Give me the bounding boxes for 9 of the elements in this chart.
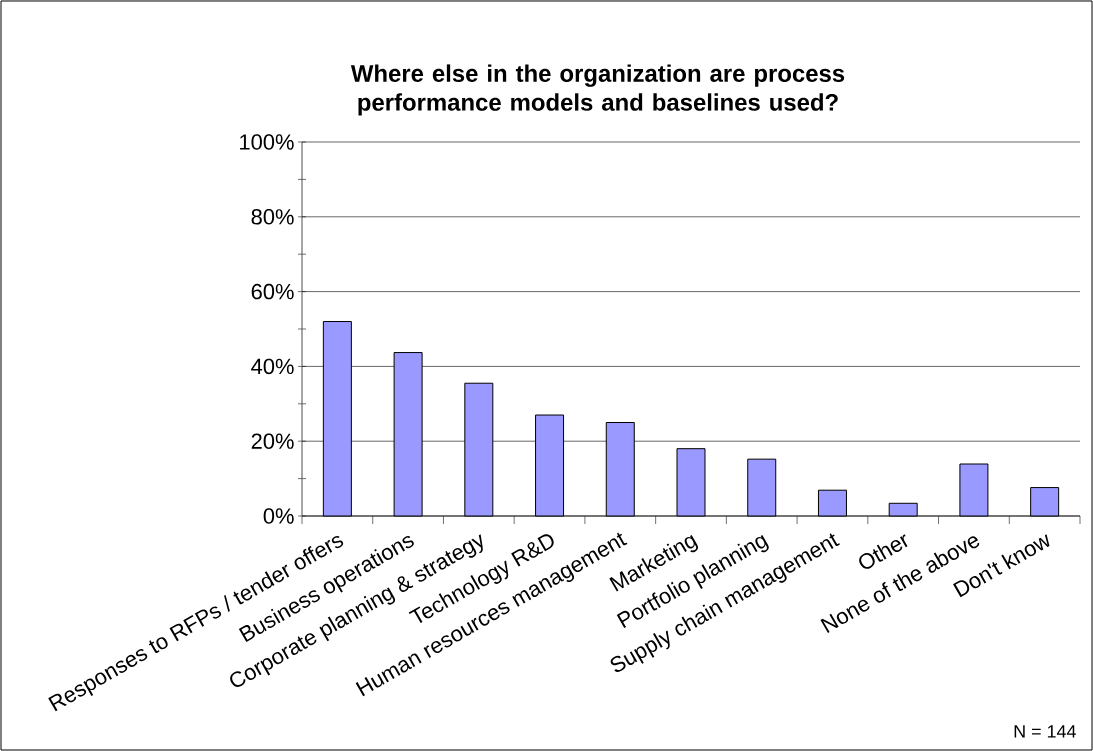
text: N = 144 (1014, 725, 1076, 738)
y-tick-label: 20% (251, 433, 294, 449)
y-tick-label: 0% (263, 508, 294, 524)
y-tick-label: 100% (240, 134, 294, 150)
chart-title: Where else in the organization are process performance models and baselines used? (350, 64, 845, 116)
y-tick-label: 60% (251, 283, 294, 300)
x-tick-label: Other (859, 534, 908, 569)
y-tick-label: 40% (251, 358, 294, 375)
y-tick-label: 80% (251, 209, 294, 225)
